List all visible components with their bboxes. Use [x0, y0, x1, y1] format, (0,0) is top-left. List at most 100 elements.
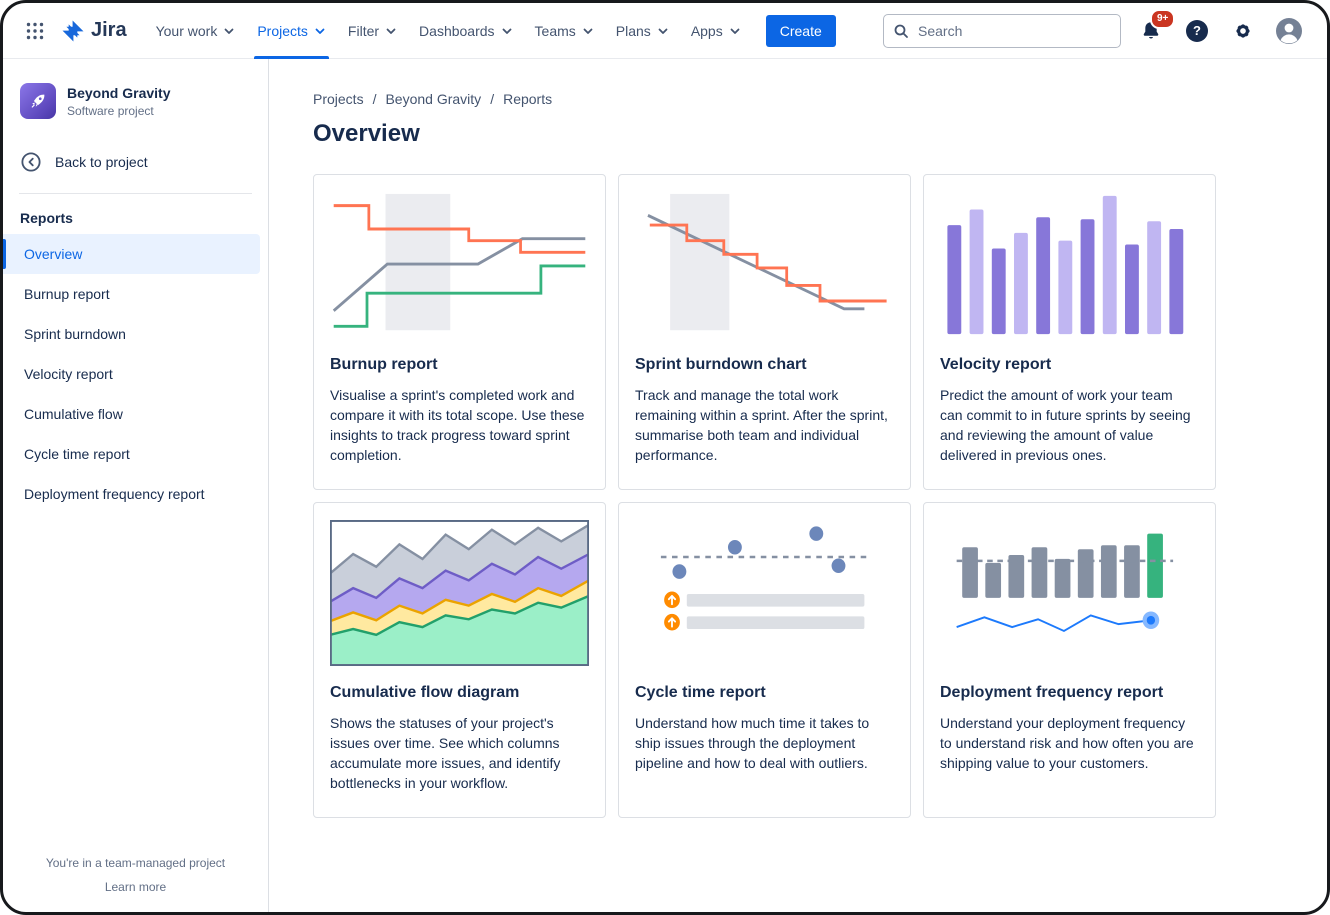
card-description: Visualise a sprint's completed work and … — [330, 387, 585, 463]
breadcrumb-projects[interactable]: Projects — [313, 91, 364, 107]
top-navigation: Jira Your work Projects Filter Dashboard… — [3, 3, 1327, 59]
help-button[interactable]: ? — [1181, 15, 1213, 47]
project-header: Beyond Gravity Software project — [3, 83, 268, 119]
card-title: Burnup report — [330, 356, 438, 373]
chevron-down-icon — [315, 28, 325, 34]
nav-projects[interactable]: Projects — [246, 3, 337, 59]
settings-button[interactable] — [1227, 15, 1259, 47]
nav-label: Filter — [347, 22, 380, 39]
sidebar-item-label: Deployment frequency report — [24, 486, 205, 502]
back-label: Back to project — [55, 154, 148, 170]
breadcrumb-separator: / — [372, 91, 377, 107]
card-title: Cumulative flow diagram — [330, 684, 520, 701]
chevron-down-icon — [386, 28, 396, 34]
create-button[interactable]: Create — [765, 14, 836, 47]
card-sprint-burndown-chart[interactable]: Sprint burndown chart Track and manage t… — [618, 174, 911, 490]
nav-label: Plans — [615, 22, 651, 39]
app-switcher-icon — [26, 22, 44, 39]
nav-filter[interactable]: Filter — [337, 3, 408, 59]
sidebar-item-label: Overview — [24, 246, 83, 262]
sidebar-item-cumulative-flow[interactable]: Cumulative flow — [3, 394, 260, 434]
nav-apps[interactable]: Apps — [680, 3, 752, 59]
sidebar-item-label: Velocity report — [24, 366, 113, 382]
help-icon: ? — [1186, 19, 1208, 42]
breadcrumb-separator: / — [490, 91, 495, 107]
jira-logo-icon — [62, 20, 84, 41]
sidebar-item-overview[interactable]: Overview — [3, 234, 260, 274]
chevron-down-icon — [730, 28, 740, 34]
cycle-time-chart-thumbnail — [635, 520, 894, 666]
reports-section-title: Reports — [20, 210, 73, 226]
jira-logo[interactable]: Jira — [53, 19, 143, 43]
sprint-burndown-chart-thumbnail — [635, 192, 894, 338]
sidebar-item-deployment-frequency-report[interactable]: Deployment frequency report — [3, 474, 260, 514]
notifications-button[interactable]: 9+ — [1135, 8, 1176, 47]
nav-label: Dashboards — [419, 22, 495, 39]
breadcrumb-reports[interactable]: Reports — [503, 91, 553, 107]
card-title: Deployment frequency report — [940, 684, 1164, 701]
sidebar-item-label: Cumulative flow — [24, 406, 123, 422]
topnav-right-cluster: 9+ ? — [883, 8, 1305, 48]
card-burnup-report[interactable]: Burnup report Visualise a sprint's compl… — [313, 174, 606, 490]
sidebar: Beyond Gravity Software project Back to … — [3, 59, 269, 912]
card-description: Shows the statuses of your project's iss… — [330, 715, 561, 791]
nav-label: Apps — [690, 22, 723, 39]
jira-logo-text: Jira — [91, 19, 127, 41]
notifications-badge: 9+ — [1150, 8, 1176, 29]
back-icon — [21, 152, 41, 172]
card-description: Understand how much time it takes to shi… — [635, 715, 870, 771]
gear-icon — [1236, 23, 1250, 38]
breadcrumb: Projects / Beyond Gravity / Reports — [313, 91, 1287, 107]
back-to-project-link[interactable]: Back to project — [3, 151, 268, 173]
nav-teams[interactable]: Teams — [524, 3, 605, 59]
burnup-chart-thumbnail — [330, 192, 589, 338]
card-title: Sprint burndown chart — [635, 356, 807, 373]
project-title-block: Beyond Gravity Software project — [67, 85, 170, 118]
profile-button[interactable] — [1273, 15, 1305, 47]
sidebar-item-label: Sprint burndown — [24, 326, 126, 342]
card-description: Understand your deployment frequency to … — [940, 715, 1194, 771]
sidebar-item-cycle-time-report[interactable]: Cycle time report — [3, 434, 260, 474]
page-body: Beyond Gravity Software project Back to … — [3, 59, 1327, 912]
nav-your-work[interactable]: Your work — [145, 3, 247, 59]
chevron-down-icon — [224, 28, 234, 34]
cumulative-flow-chart-thumbnail — [330, 520, 589, 666]
card-velocity-report[interactable]: Velocity report Predict the amount of wo… — [923, 174, 1216, 490]
nav-plans[interactable]: Plans — [605, 3, 680, 59]
project-avatar — [20, 83, 56, 119]
learn-more-link[interactable]: Learn more — [104, 880, 167, 894]
sidebar-item-label: Cycle time report — [24, 446, 130, 462]
sidebar-item-sprint-burndown[interactable]: Sprint burndown — [3, 314, 260, 354]
nav-label: Projects — [257, 22, 308, 39]
card-cycle-time-report[interactable]: Cycle time report Understand how much ti… — [618, 502, 911, 818]
rocket-icon — [31, 94, 45, 108]
search-input[interactable] — [883, 13, 1121, 48]
chevron-down-icon — [658, 28, 668, 34]
card-cumulative-flow-diagram[interactable]: Cumulative flow diagram Shows the status… — [313, 502, 606, 818]
deployment-frequency-chart-thumbnail — [940, 520, 1199, 666]
card-title: Cycle time report — [635, 684, 766, 701]
card-title: Velocity report — [940, 356, 1052, 373]
reports-nav: Overview Burnup report Sprint burndown V… — [3, 234, 268, 514]
sidebar-item-label: Burnup report — [24, 286, 110, 302]
app-switcher-button[interactable] — [19, 15, 51, 47]
team-managed-note: You're in a team-managed project — [45, 856, 226, 870]
nav-label: Your work — [155, 22, 218, 39]
breadcrumb-beyond-gravity[interactable]: Beyond Gravity — [385, 91, 482, 107]
page-title: Overview — [313, 120, 420, 147]
velocity-chart-thumbnail — [940, 192, 1199, 338]
sidebar-item-burnup-report[interactable]: Burnup report — [3, 274, 260, 314]
sidebar-item-velocity-report[interactable]: Velocity report — [3, 354, 260, 394]
report-cards-grid: Burnup report Visualise a sprint's compl… — [313, 174, 1287, 818]
project-type: Software project — [67, 103, 154, 118]
global-search — [883, 13, 1121, 48]
main-content: Projects / Beyond Gravity / Reports Over… — [269, 59, 1327, 912]
search-icon — [893, 23, 909, 39]
card-deployment-frequency-report[interactable]: Deployment frequency report Understand y… — [923, 502, 1216, 818]
nav-dashboards[interactable]: Dashboards — [408, 3, 524, 59]
card-description: Predict the amount of work your team can… — [940, 387, 1191, 463]
card-description: Track and manage the total work remainin… — [635, 387, 888, 463]
nav-label: Teams — [534, 22, 576, 39]
sidebar-divider — [19, 193, 252, 194]
